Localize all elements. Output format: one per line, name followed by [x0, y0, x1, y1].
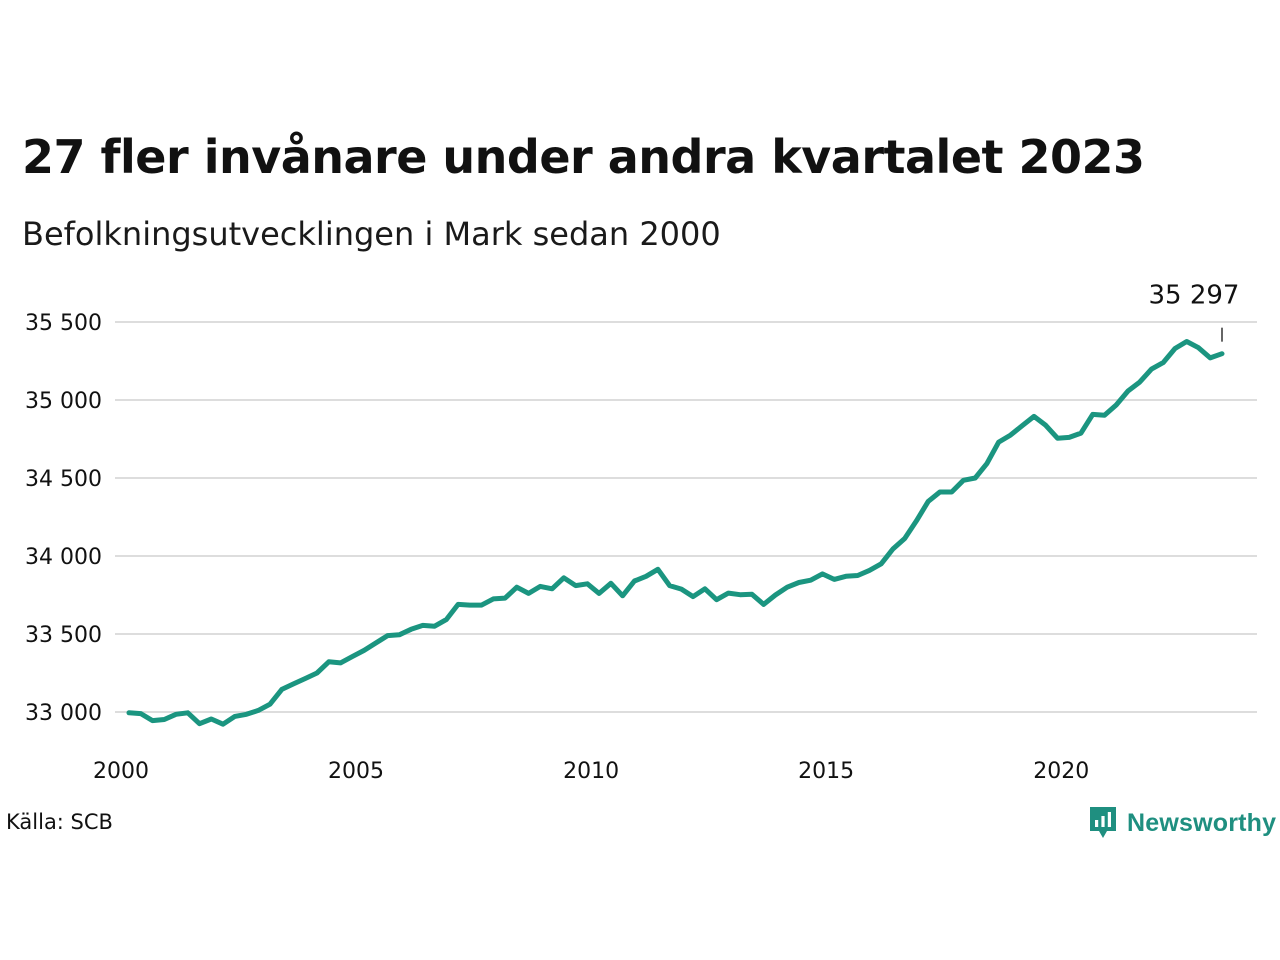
y-tick-label: 34 000 — [25, 545, 102, 570]
chart-title: 27 fler invånare under andra kvartalet 2… — [22, 130, 1145, 184]
y-tick-label: 35 000 — [25, 389, 102, 414]
y-tick-label: 35 500 — [25, 311, 102, 336]
brand-name: Newsworthy — [1127, 808, 1277, 837]
end-value-label: 35 297 — [1149, 281, 1240, 311]
x-tick-label: 2015 — [798, 759, 854, 784]
y-tick-label: 33 000 — [25, 701, 102, 726]
y-tick-label: 34 500 — [25, 467, 102, 492]
x-tick-label: 2020 — [1033, 759, 1089, 784]
x-tick-label: 2005 — [328, 759, 384, 784]
source-label: Källa: SCB — [6, 810, 113, 834]
x-tick-label: 2010 — [563, 759, 619, 784]
x-tick-label: 2000 — [93, 759, 149, 784]
chart-subtitle: Befolkningsutvecklingen i Mark sedan 200… — [22, 215, 721, 253]
brand-logo[interactable]: Newsworthy — [1088, 803, 1276, 843]
newsworthy-logo-icon — [1090, 807, 1116, 838]
series-line — [126, 339, 1225, 727]
y-tick-label: 33 500 — [25, 623, 102, 648]
